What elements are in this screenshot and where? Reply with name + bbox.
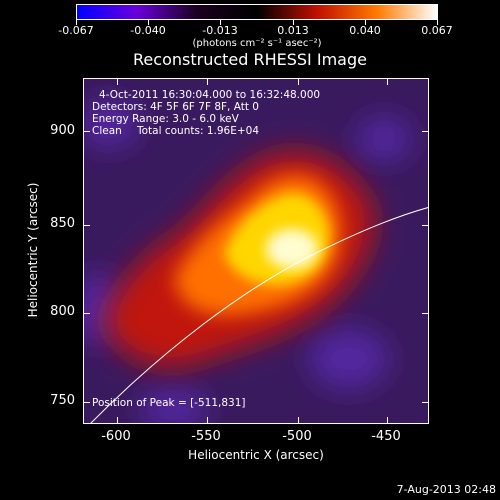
y-tick	[84, 313, 90, 314]
colorbar-label: 0.040	[349, 24, 381, 37]
colorbar-tick	[293, 20, 294, 25]
x-tick-label: -450	[371, 429, 401, 444]
x-tick	[117, 417, 118, 423]
colorbar-tick	[365, 20, 366, 25]
solar-limb-line	[90, 207, 428, 423]
colorbar-tick	[76, 20, 77, 25]
y-tick	[84, 225, 90, 226]
x-tick	[387, 417, 388, 423]
date-stamp: 7-Aug-2013 02:48	[396, 483, 496, 496]
colorbar-label: -0.013	[202, 24, 238, 37]
colorbar-label: -0.067	[58, 24, 94, 37]
plot-title: Reconstructed RHESSI Image	[133, 50, 367, 69]
y-tick	[422, 313, 428, 314]
energy-range: Energy Range: 3.0 - 6.0 keV	[92, 113, 239, 125]
y-tick	[84, 131, 90, 132]
time-range: 4-Oct-2011 16:30:04.000 to 16:32:48.000	[99, 89, 321, 101]
x-tick-label: -600	[101, 429, 131, 444]
x-tick	[387, 79, 388, 85]
x-tick	[298, 79, 299, 85]
y-tick-label: 900	[50, 123, 75, 138]
total-counts: Total counts: 1.96E+04	[137, 125, 260, 137]
colorbar-tick	[148, 20, 149, 25]
colorbar-label: 0.013	[277, 24, 309, 37]
x-tick	[207, 417, 208, 423]
x-tick-label: -550	[191, 429, 221, 444]
y-tick	[84, 402, 90, 403]
colorbar-tick	[437, 20, 438, 25]
flux-core	[266, 229, 318, 269]
y-tick-label: 750	[50, 393, 75, 408]
x-axis-title: Heliocentric X (arcsec)	[188, 448, 324, 462]
colorbar	[76, 4, 438, 20]
colorbar-units: (photons cm⁻² s⁻¹ asec⁻²)	[192, 38, 322, 49]
colorbar-label: 0.067	[421, 24, 453, 37]
peak-position: Position of Peak = [-511,831]	[92, 397, 246, 409]
x-tick	[117, 79, 118, 85]
y-tick-label: 850	[50, 216, 75, 231]
image-plot-frame: 4-Oct-2011 16:30:04.000 to 16:32:48.000 …	[83, 78, 429, 424]
y-tick	[422, 402, 428, 403]
rhessi-image	[84, 79, 428, 423]
y-tick-label: 800	[50, 304, 75, 319]
y-tick	[422, 225, 428, 226]
detectors-info: Detectors: 4F 5F 6F 7F 8F, Att 0	[92, 101, 259, 113]
colorbar-tick	[220, 20, 221, 25]
x-tick	[298, 417, 299, 423]
method-label: Clean	[92, 125, 122, 137]
y-axis-title: Heliocentric Y (arcsec)	[26, 182, 40, 318]
y-tick	[422, 131, 428, 132]
colorbar-label: -0.040	[130, 24, 166, 37]
x-tick	[207, 79, 208, 85]
x-tick-label: -500	[282, 429, 312, 444]
background-blobs	[84, 100, 412, 423]
